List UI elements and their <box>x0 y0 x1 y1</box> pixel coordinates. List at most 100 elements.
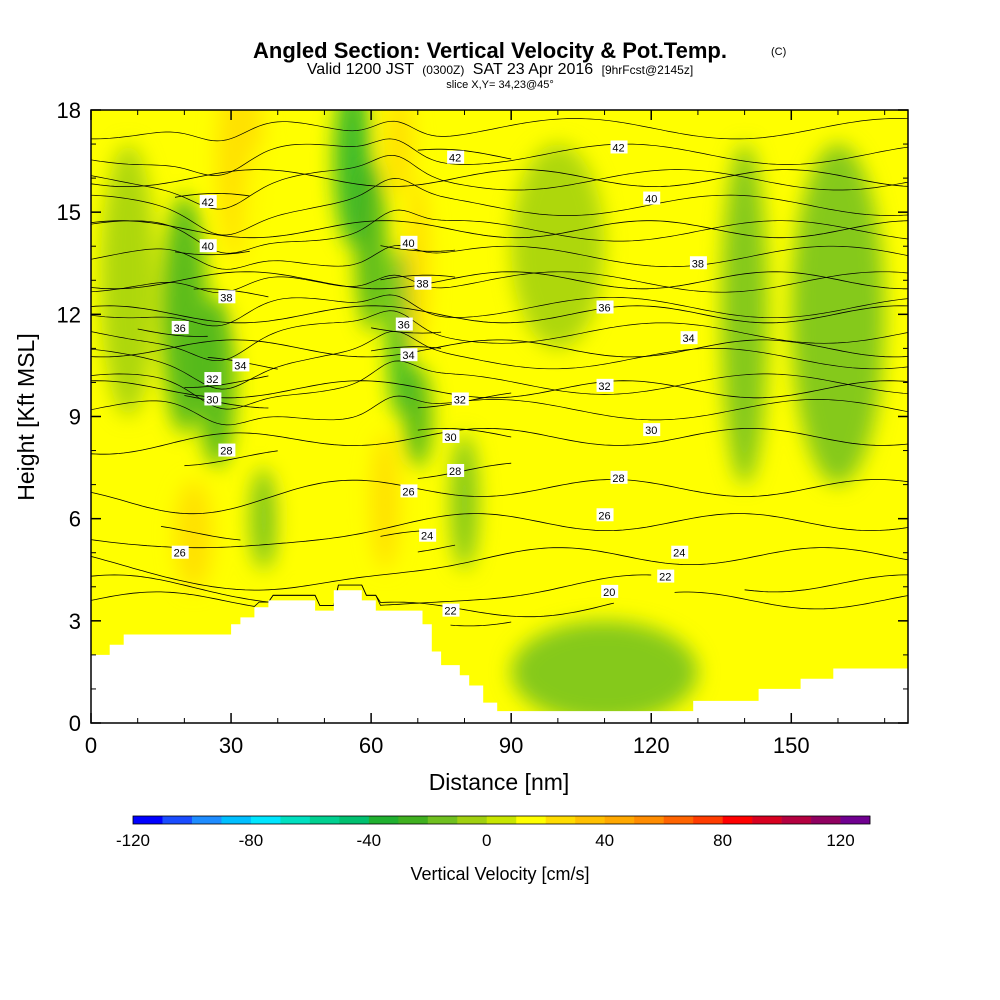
colorbar-tick-80: 80 <box>713 831 732 850</box>
colorbar-frame <box>132 815 871 825</box>
contour-label-34: 34 <box>682 333 694 345</box>
isentrope-36-20 <box>91 305 908 324</box>
isentrope-extra-6 <box>91 245 908 270</box>
contour-label-bg-12 <box>442 429 460 443</box>
contour-label-bg-24 <box>218 290 236 304</box>
colorbar-swatch-9 <box>398 816 429 824</box>
contour-label-bg-8 <box>610 470 628 484</box>
contour-label-22: 22 <box>444 606 456 618</box>
contour-label-bg-20 <box>596 300 614 314</box>
subtitle-utc: (0300Z) <box>422 63 464 77</box>
contour-label-40: 40 <box>645 194 657 206</box>
colorbar-swatch-0 <box>133 816 163 824</box>
contour-label-40: 40 <box>202 241 214 253</box>
contour-label-22: 22 <box>659 572 671 584</box>
contour-label-bg-14 <box>596 378 614 392</box>
contour-label-bg-5 <box>596 508 614 522</box>
contour-label-bg-0 <box>601 584 619 598</box>
colorbar-swatch-20 <box>722 816 753 824</box>
contour-labels: 2022222424262626282828303030323232343434… <box>171 140 707 618</box>
contour-label-34: 34 <box>234 360 246 372</box>
isentrope-extra-10 <box>91 138 908 176</box>
contour-label-26: 26 <box>598 510 610 522</box>
y-axis-label: Height [Kft MSL] <box>13 333 39 500</box>
contour-label-bg-6 <box>400 484 418 498</box>
colorbar-swatch-6 <box>309 816 340 824</box>
y-tick-label-6: 6 <box>69 507 81 532</box>
contour-label-bg-31 <box>447 150 465 164</box>
contour-label-bg-9 <box>218 443 236 457</box>
contour-label-bg-19 <box>400 348 418 362</box>
colorbar-swatch-21 <box>752 816 782 824</box>
colorbar-swatch-16 <box>604 816 635 824</box>
colorbar-swatch-15 <box>575 816 605 824</box>
isentrope-42-31 <box>417 148 512 160</box>
isentrope-extra-7 <box>91 209 908 254</box>
velocity-cell-15 <box>511 620 698 723</box>
contour-label-30: 30 <box>206 394 218 406</box>
terrain <box>91 590 908 723</box>
contour-label-32: 32 <box>454 394 466 406</box>
contour-label-24: 24 <box>421 531 433 543</box>
y-tick-label-3: 3 <box>69 609 81 634</box>
contour-label-32: 32 <box>206 374 218 386</box>
subtitle-date: SAT 23 Apr 2016 <box>473 61 593 78</box>
contour-label-38: 38 <box>692 258 704 270</box>
velocity-cell-5 <box>249 467 278 570</box>
isentrope-30-12 <box>417 427 512 438</box>
colorbar-swatch-12 <box>486 816 517 824</box>
potential-temperature-contours <box>91 118 908 627</box>
isentrope-30-11 <box>91 427 908 455</box>
x-tick-label-150: 150 <box>773 733 810 758</box>
velocity-cell-9 <box>387 246 411 417</box>
colorbar-tick-0: 0 <box>482 831 491 850</box>
isentrope-36-22 <box>371 327 442 334</box>
velocity-cell-0 <box>161 195 208 434</box>
isentrope-32-15 <box>184 375 269 388</box>
contour-label-28: 28 <box>612 473 624 485</box>
colorbar-swatch-4 <box>250 816 281 824</box>
contour-label-bg-23 <box>689 256 707 270</box>
colorbar-swatch-8 <box>368 816 399 824</box>
vertical-velocity-field <box>100 110 885 723</box>
isentrope-28-10 <box>417 462 512 479</box>
colorbar-tick-120: 120 <box>826 831 854 850</box>
contour-label-38: 38 <box>416 279 428 291</box>
isentrope-24-4 <box>417 544 456 553</box>
plot-area: 2022222424262626282828303030323232343434… <box>90 109 909 724</box>
colorbar-swatch-1 <box>162 816 193 824</box>
velocity-cell-13 <box>371 433 400 570</box>
colorbar-swatch-14 <box>545 816 576 824</box>
x-tick-label-120: 120 <box>633 733 670 758</box>
y-tick-label-18: 18 <box>57 98 81 123</box>
velocity-cell-16 <box>721 144 768 485</box>
contour-label-36: 36 <box>174 323 186 335</box>
subtitle-valid: Valid 1200 JST <box>307 61 415 78</box>
contour-label-bg-17 <box>680 331 698 345</box>
velocity-cell-6 <box>287 416 325 553</box>
velocity-cell-19 <box>100 144 157 417</box>
contour-label-bg-10 <box>447 463 465 477</box>
isentrope-40-27 <box>174 250 250 256</box>
chart-title: Angled Section: Vertical Velocity & Pot.… <box>253 38 727 63</box>
contour-label-34: 34 <box>402 350 414 362</box>
colorbar-swatch-23 <box>811 816 841 824</box>
velocity-cell-11 <box>385 110 414 196</box>
chart-subtitle: Valid 1200 JST (0300Z) SAT 23 Apr 2016 [… <box>307 61 693 78</box>
contour-label-bg-30 <box>199 194 217 208</box>
contour-label-bg-2 <box>442 603 460 617</box>
velocity-cell-18 <box>511 144 605 349</box>
y-tick-label-0: 0 <box>69 711 81 736</box>
isentrope-40-26 <box>91 220 908 239</box>
contour-label-bg-18 <box>232 358 250 372</box>
colorbar-swatch-7 <box>339 816 370 824</box>
contour-label-bg-27 <box>199 239 217 253</box>
contour-label-bg-22 <box>395 317 413 331</box>
colorbar-swatch-22 <box>781 816 812 824</box>
colorbar-tick--40: -40 <box>357 831 382 850</box>
isentrope-extra-9 <box>91 154 908 210</box>
contour-label-bg-4 <box>419 528 437 542</box>
velocity-cell-14 <box>450 433 479 570</box>
contour-label-30: 30 <box>645 425 657 437</box>
